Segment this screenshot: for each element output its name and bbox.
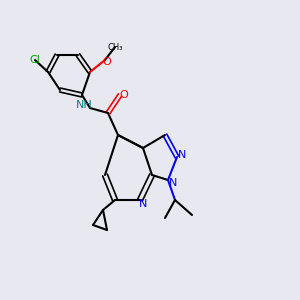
Text: Cl: Cl (30, 55, 40, 65)
Text: CH₃: CH₃ (107, 43, 123, 52)
Text: O: O (103, 57, 111, 67)
Text: N: N (178, 150, 186, 160)
Text: N: N (169, 178, 177, 188)
Text: N: N (139, 199, 147, 209)
Text: O: O (120, 90, 128, 100)
Text: NH: NH (76, 100, 92, 110)
